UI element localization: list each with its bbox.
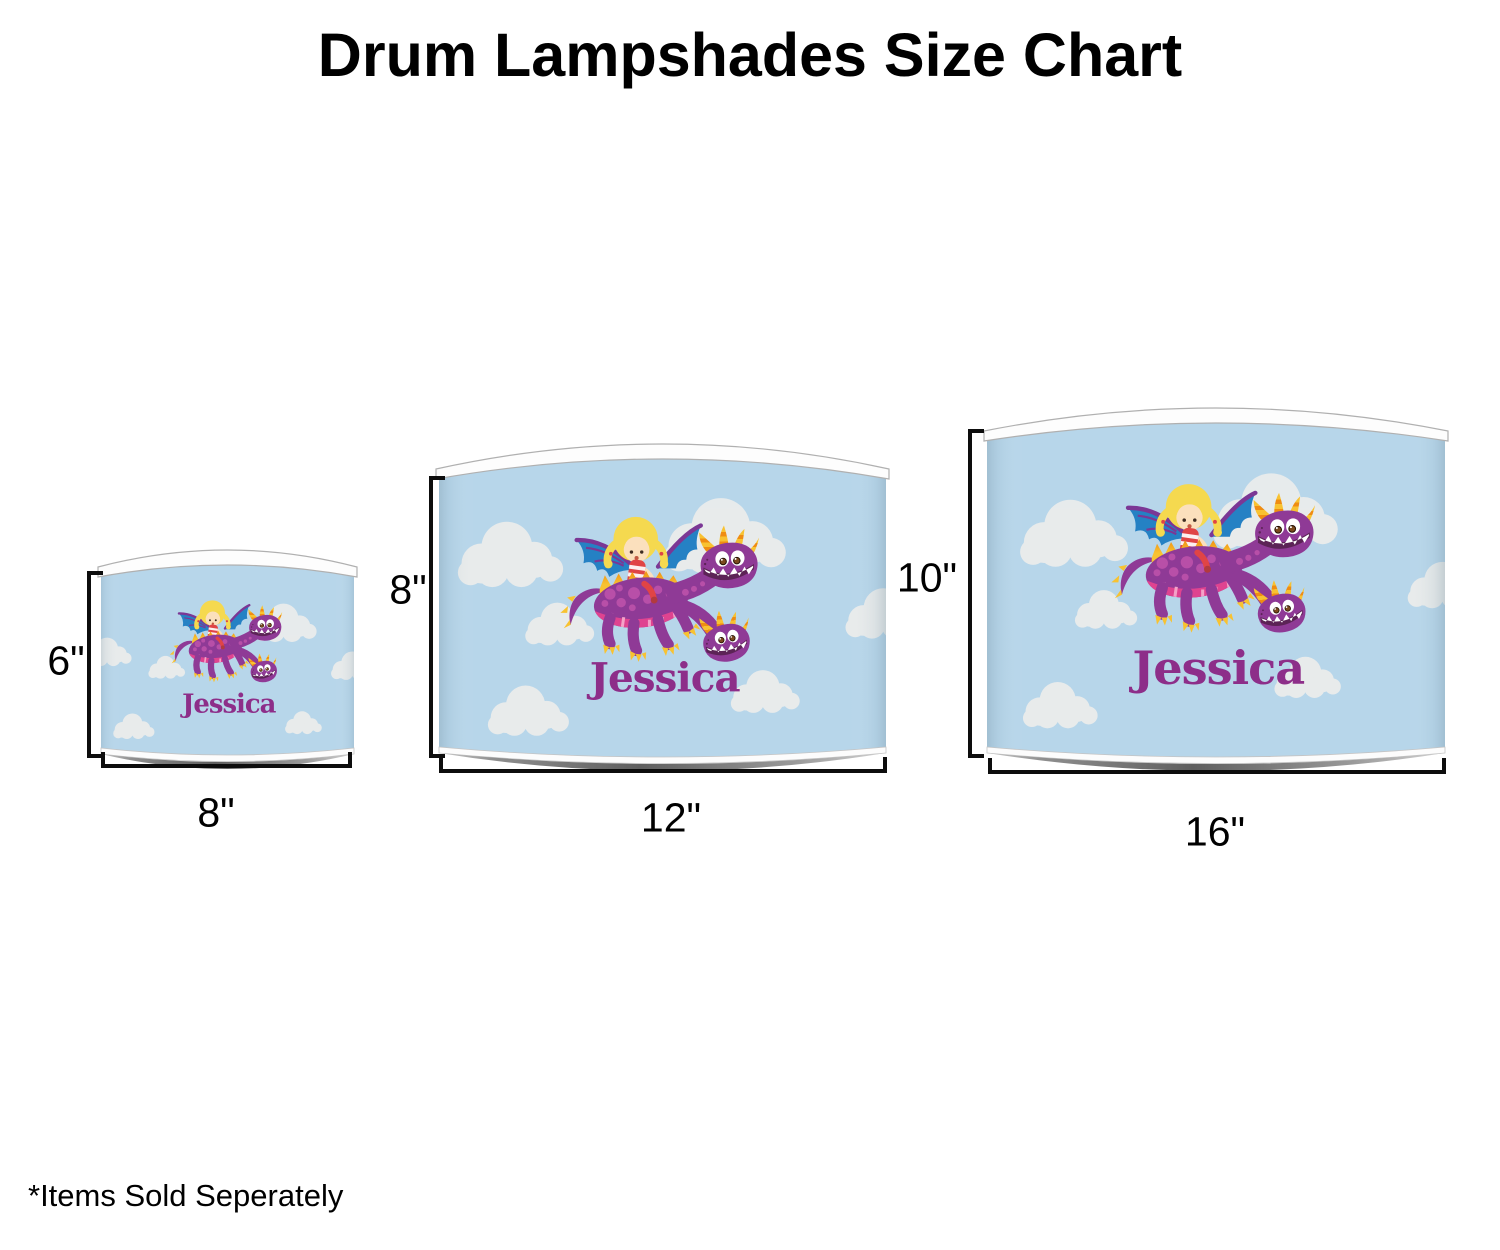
height-dimension-line-small bbox=[87, 571, 103, 758]
shade-fabric: Jessica bbox=[101, 562, 354, 755]
shade-fabric: Jessica bbox=[987, 420, 1445, 757]
height-label-medium: 8" bbox=[389, 566, 427, 613]
lampshade-drawing-small: Jessica bbox=[97, 549, 358, 769]
width-label-large: 16" bbox=[1184, 808, 1246, 855]
height-label-small: 6" bbox=[47, 637, 85, 684]
footnote: *Items Sold Seperately bbox=[28, 1178, 344, 1213]
lampshade-drawing-medium: Jessica bbox=[435, 443, 890, 771]
shade-top-rim bbox=[435, 443, 890, 480]
width-dimension-line-small bbox=[101, 752, 352, 768]
width-label-medium: 12" bbox=[640, 794, 702, 841]
width-dimension-line-large bbox=[988, 758, 1446, 774]
width-label-small: 8" bbox=[197, 789, 235, 836]
height-label-large: 10" bbox=[896, 554, 958, 601]
shade-inner-shadow bbox=[439, 753, 886, 771]
lampshade-drawing-large: Jessica bbox=[983, 407, 1449, 771]
height-dimension-line-medium bbox=[429, 476, 445, 758]
shade-top-rim bbox=[983, 407, 1449, 442]
width-dimension-line-medium bbox=[439, 757, 887, 773]
page-title: Drum Lampshades Size Chart bbox=[317, 21, 1183, 89]
shade-fabric: Jessica bbox=[439, 456, 886, 757]
shade-top-rim bbox=[97, 549, 358, 578]
shade-inner-shadow bbox=[987, 753, 1445, 771]
height-dimension-line-large bbox=[968, 429, 984, 758]
